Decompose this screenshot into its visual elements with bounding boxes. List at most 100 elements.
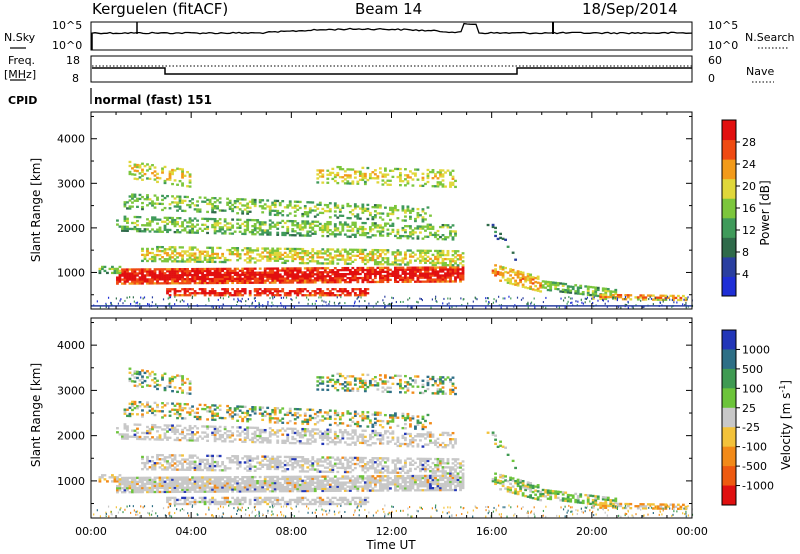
power-cell (326, 271, 330, 274)
power-cell (171, 256, 174, 259)
power-cell (394, 261, 397, 264)
power-cell (411, 251, 415, 254)
power-cell (211, 256, 215, 260)
power-cell (248, 218, 252, 222)
power-cell (388, 274, 392, 278)
power-cell (241, 288, 245, 291)
power-cell (376, 272, 380, 276)
velocity-cell (116, 484, 119, 488)
power-cell (126, 201, 129, 204)
power-cell (549, 283, 553, 286)
velocity-cell (281, 477, 285, 481)
velocity-cell (131, 484, 134, 488)
power-cell (108, 267, 112, 271)
power-cell (534, 288, 538, 292)
power-cell (446, 270, 450, 273)
freq-unit: [MHz] (4, 68, 36, 81)
power-cell (323, 271, 327, 274)
velocity-cell (183, 482, 187, 485)
power-cell (111, 267, 114, 271)
power-cell (416, 268, 420, 271)
power-cell (156, 176, 159, 180)
velocity-cell (191, 482, 194, 485)
power-cell (459, 278, 462, 281)
power-noise (566, 302, 568, 305)
power-cell (298, 234, 302, 237)
power-cell (311, 269, 315, 272)
power-cell (399, 179, 402, 183)
power-cell (121, 268, 124, 271)
power-cell (404, 231, 407, 234)
velocity-cell (118, 484, 122, 488)
power-cell (213, 205, 217, 208)
power-cell (148, 257, 152, 261)
power-cell (246, 204, 250, 207)
power-cell (373, 280, 377, 284)
power-cell (188, 205, 192, 209)
power-cell (181, 268, 184, 271)
power-cell (203, 292, 207, 295)
power-cell (363, 258, 367, 262)
velocity-cell (183, 490, 187, 493)
power-cell (143, 172, 147, 176)
power-cell (211, 202, 215, 206)
power-cell (221, 277, 225, 281)
power-cell (201, 223, 204, 226)
power-noise (105, 303, 107, 306)
power-cell (286, 267, 290, 270)
velocity-cell (346, 475, 350, 478)
power-cell (233, 249, 237, 252)
power-cell (308, 234, 312, 237)
power-cell (228, 277, 232, 281)
power-cell (426, 180, 430, 184)
power-cell (271, 253, 275, 256)
power-cell (273, 277, 277, 280)
power-cell (434, 280, 437, 283)
power-cell (431, 270, 435, 273)
power-cell (253, 288, 257, 291)
power-cell (201, 288, 204, 291)
power-cell (216, 256, 220, 260)
velocity-cell (316, 481, 320, 484)
velocity-cell (406, 485, 410, 488)
power-cell (188, 252, 192, 255)
velocity-cell (373, 471, 377, 474)
velocity-cell (213, 480, 217, 483)
velocity-cell (291, 485, 295, 489)
power-cell (296, 253, 300, 257)
power-cell (123, 203, 127, 206)
power-noise (659, 301, 661, 304)
power-cell (383, 249, 387, 252)
power-cell (273, 209, 277, 213)
velocity-cell (386, 471, 390, 474)
power-cell (146, 251, 149, 255)
velocity-cell (348, 481, 352, 484)
power-cell (373, 262, 377, 266)
velocity-cell (361, 465, 365, 468)
velocity-cell (328, 460, 332, 463)
velocity-cell (378, 487, 382, 490)
velocity-cell (203, 482, 207, 485)
power-cell (291, 279, 295, 282)
power-cell (273, 275, 277, 278)
velocity-cell (298, 477, 302, 480)
power-cell (381, 175, 385, 178)
power-cell (148, 282, 152, 285)
power-cell (216, 222, 220, 225)
power-cell (363, 207, 367, 210)
power-noise (357, 296, 359, 299)
velocity-cell (126, 488, 129, 492)
power-cell (591, 297, 595, 300)
velocity-cell (401, 487, 405, 490)
power-cell (546, 284, 550, 288)
power-cell (176, 183, 179, 186)
velocity-cell (238, 461, 242, 464)
power-cell (569, 289, 573, 292)
velocity-cell (261, 484, 265, 487)
velocity-cell (181, 484, 184, 487)
power-cell (574, 290, 578, 293)
power-cell (218, 246, 222, 250)
power-cell (331, 248, 335, 251)
power-cell (348, 248, 352, 251)
power-cell (268, 288, 272, 291)
